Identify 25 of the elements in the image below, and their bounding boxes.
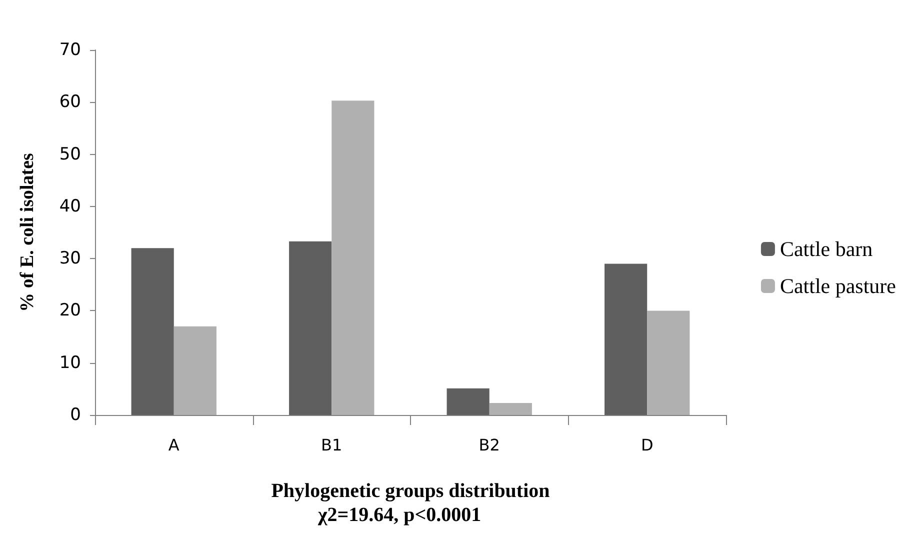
y-tick-label: 50	[59, 144, 81, 164]
y-axis-title: % of E. coli isolates	[17, 153, 38, 312]
x-axis-title: Phylogenetic groups distribution	[271, 480, 550, 502]
x-tick-label: B2	[478, 436, 500, 454]
x-tick-label: B1	[321, 436, 342, 454]
bar	[489, 403, 532, 415]
text: χ2=19.64, p<0.0001	[317, 504, 482, 526]
y-tick-label: 20	[59, 300, 81, 321]
y-tick-label: 0	[70, 405, 81, 425]
bar	[289, 241, 332, 415]
legend-label: Cattle barn	[780, 237, 874, 261]
bar	[604, 264, 648, 415]
y-tick-label: 30	[59, 248, 81, 269]
y-tick-label: 60	[59, 92, 81, 112]
bar	[131, 248, 174, 415]
bar	[332, 100, 374, 415]
x-tick-label: A	[168, 436, 180, 454]
bar	[647, 310, 690, 415]
legend-label: Cattle pasture	[780, 274, 896, 298]
bar	[174, 326, 216, 415]
y-tick-label: 10	[59, 352, 81, 373]
y-tick-label: 70	[59, 40, 81, 60]
bar	[446, 388, 490, 415]
y-tick-label: 40	[59, 196, 81, 216]
x-tick-label: D	[640, 436, 654, 454]
